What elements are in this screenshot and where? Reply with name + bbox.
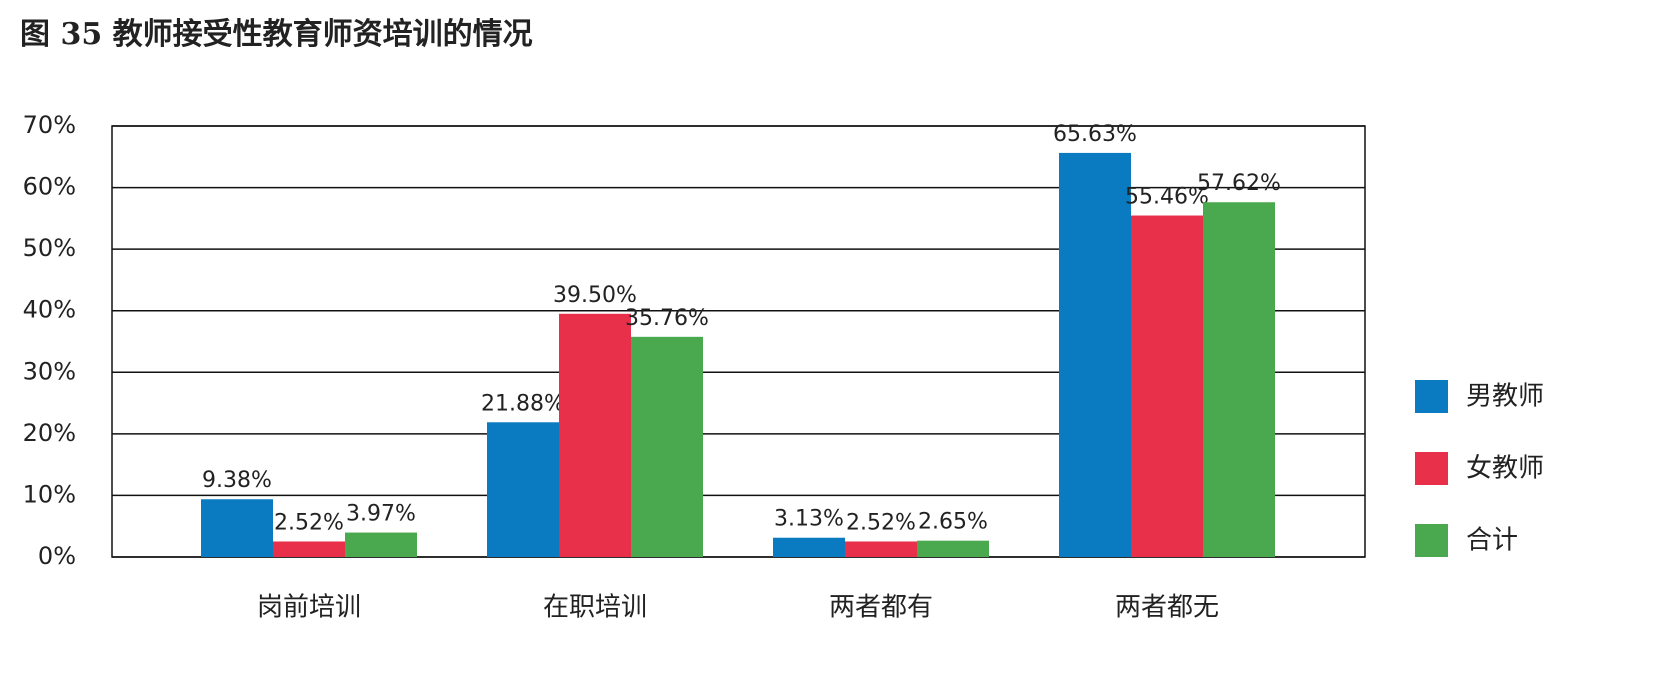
y-tick-label: 70% <box>23 111 76 139</box>
y-tick-label: 0% <box>38 542 76 570</box>
value-label: 3.97% <box>346 502 416 527</box>
y-tick-label: 50% <box>23 234 76 262</box>
value-label: 2.52% <box>274 510 344 535</box>
value-label: 21.88% <box>481 391 565 416</box>
y-tick-label: 30% <box>23 357 76 385</box>
bar <box>1131 215 1203 558</box>
x-tick-label: 两者都无 <box>1115 593 1219 623</box>
y-tick-label: 40% <box>23 296 76 324</box>
bar <box>1059 152 1131 557</box>
value-label: 9.38% <box>202 468 272 493</box>
bar <box>559 313 631 557</box>
value-label: 2.65% <box>918 510 988 535</box>
value-label: 35.76% <box>625 306 709 331</box>
bar <box>201 499 273 557</box>
legend-swatch <box>1415 452 1448 485</box>
legend-label: 合计 <box>1466 526 1518 556</box>
y-tick-label: 20% <box>23 419 76 447</box>
x-tick-label: 在职培训 <box>543 593 647 623</box>
y-tick-label: 60% <box>23 173 76 201</box>
value-label: 2.52% <box>846 510 916 535</box>
bar <box>487 422 559 557</box>
plot-frame <box>111 125 1366 558</box>
value-label: 57.62% <box>1197 171 1281 196</box>
legend-swatch <box>1415 380 1448 413</box>
bar <box>1203 202 1275 557</box>
bar <box>773 537 845 557</box>
x-tick-label: 岗前培训 <box>257 593 361 623</box>
legend-label: 女教师 <box>1466 454 1544 484</box>
value-label: 55.46% <box>1125 185 1209 210</box>
value-label: 65.63% <box>1053 122 1137 147</box>
legend-label: 男教师 <box>1466 382 1544 412</box>
bar <box>917 540 989 557</box>
bar <box>273 541 345 557</box>
bar <box>345 532 417 557</box>
bar <box>631 336 703 557</box>
value-label: 39.50% <box>553 283 637 308</box>
legend-swatch <box>1415 524 1448 557</box>
value-label: 3.13% <box>774 507 844 532</box>
y-tick-label: 10% <box>23 480 76 508</box>
chart-title: 图 35 教师接受性教育师资培训的情况 <box>20 17 533 52</box>
x-tick-label: 两者都有 <box>829 593 933 623</box>
bar <box>845 541 917 557</box>
